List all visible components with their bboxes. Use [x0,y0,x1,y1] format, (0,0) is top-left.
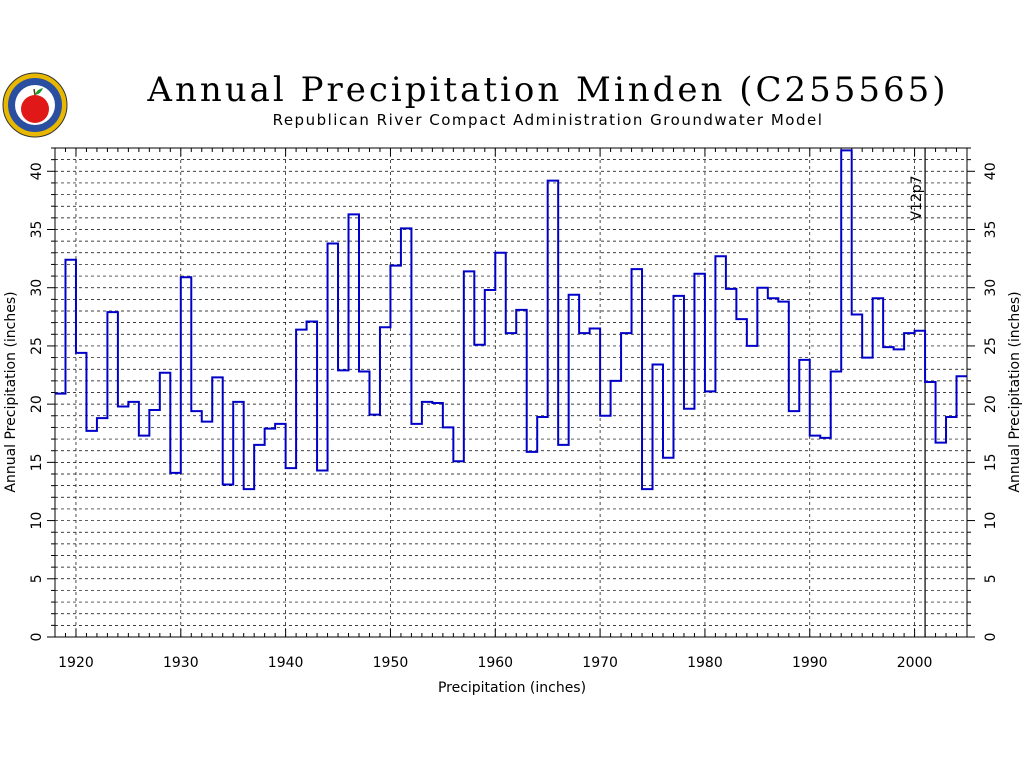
y-tick-label-right: 25 [983,337,999,355]
x-axis-label: Precipitation (inches) [438,680,586,696]
y-axis-label-right: Annual Precipitation (inches) [1007,291,1023,492]
version-annotation: V12p7 [909,175,925,220]
x-tick-label: 1980 [687,655,723,671]
x-tick-label: 2000 [897,655,933,671]
y-tick-label-right: 30 [983,279,999,297]
y-tick-label-left: 35 [29,221,45,239]
y-tick-label-left: 20 [29,395,45,413]
chart-subtitle: Republican River Compact Administration … [272,111,824,129]
y-tick-label-right: 15 [983,453,999,471]
y-tick-label-left: 10 [29,512,45,530]
axes [47,147,975,638]
y-tick-label-left: 15 [29,453,45,471]
tick-labels: 1920 1930 1940 1950 1960 1970 1980 1990 2000 0 0 5 5… [29,162,999,671]
y-tick-label-left: 40 [29,162,45,180]
x-tick-label: 1930 [163,655,199,671]
y-tick-label-right: 0 [983,633,999,642]
y-tick-label-right: 35 [983,221,999,239]
rrca-logo [2,72,68,138]
y-tick-label-right: 10 [983,512,999,530]
x-tick-label: 1940 [268,655,304,671]
y-tick-label-left: 0 [29,633,45,642]
x-tick-label: 1960 [477,655,513,671]
y-tick-label-left: 30 [29,279,45,297]
y-tick-label-right: 40 [983,162,999,180]
y-tick-label-left: 5 [29,574,45,583]
y-tick-label-right: 20 [983,395,999,413]
y-axis-label-left: Annual Precipitation (inches) [3,291,19,492]
series-layer [55,149,967,491]
x-tick-label: 1970 [582,655,618,671]
x-tick-label: 1990 [792,655,828,671]
x-tick-label: 1950 [373,655,409,671]
y-tick-label-right: 5 [983,574,999,583]
x-tick-label: 1920 [58,655,94,671]
chart-title: Annual Precipitation Minden (C255565) [147,70,949,110]
y-tick-label-left: 25 [29,337,45,355]
grid-lines [55,147,967,637]
precipitation-series-line [55,149,967,491]
